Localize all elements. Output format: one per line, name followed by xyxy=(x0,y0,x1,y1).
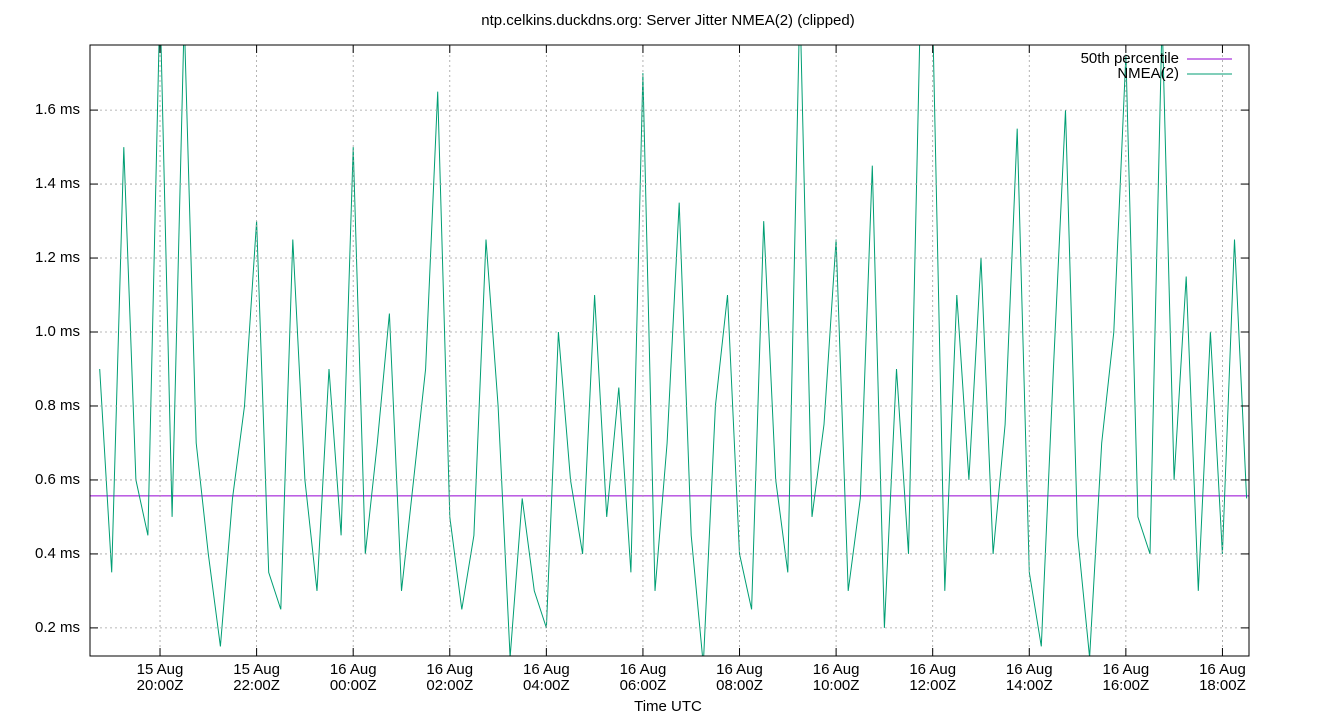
y-tick-label: 0.2 ms xyxy=(35,619,80,636)
plot-frame xyxy=(89,44,1250,657)
chart-title: ntp.celkins.duckdns.org: Server Jitter N… xyxy=(481,12,854,29)
x-tick-label: 16 Aug 06:00Z xyxy=(619,661,667,694)
x-tick-label: 15 Aug 22:00Z xyxy=(233,661,280,694)
x-tick-label: 16 Aug 18:00Z xyxy=(1199,661,1246,694)
x-tick-label: 16 Aug 02:00Z xyxy=(426,661,474,694)
legend-label: 50th percentile xyxy=(1081,50,1179,67)
x-tick-label: 16 Aug 04:00Z xyxy=(522,661,570,694)
y-tick-label: 1.6 ms xyxy=(35,101,80,118)
y-tick-label: 0.6 ms xyxy=(35,471,80,488)
y-tick-label: 1.0 ms xyxy=(35,323,80,340)
x-axis-label: Time UTC xyxy=(634,698,702,715)
plot-area xyxy=(90,45,1249,656)
x-tick-label: 16 Aug 12:00Z xyxy=(909,661,957,694)
y-tick-label: 1.2 ms xyxy=(35,249,80,266)
x-tick-label: 16 Aug 14:00Z xyxy=(1005,661,1053,694)
x-tick-label: 16 Aug 16:00Z xyxy=(1102,661,1150,694)
x-tick-label: 16 Aug 00:00Z xyxy=(329,661,377,694)
x-tick-label: 16 Aug 08:00Z xyxy=(716,661,763,694)
x-tick-label: 15 Aug 20:00Z xyxy=(136,661,184,694)
y-tick-label: 0.8 ms xyxy=(35,397,80,414)
y-tick-label: 0.4 ms xyxy=(35,545,80,562)
y-tick-label: 1.4 ms xyxy=(35,175,80,192)
legend-label: NMEA(2) xyxy=(1117,65,1179,82)
series-line xyxy=(99,45,1248,656)
x-tick-label: 16 Aug 10:00Z xyxy=(812,661,860,694)
